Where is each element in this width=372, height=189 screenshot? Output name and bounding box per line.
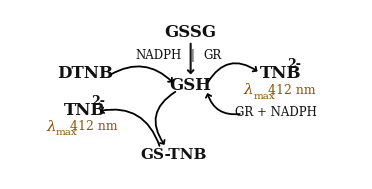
Text: 2-: 2-	[287, 58, 301, 71]
Text: max: max	[253, 92, 275, 101]
Text: DTNB: DTNB	[57, 65, 113, 82]
Text: 412 nm: 412 nm	[264, 84, 315, 97]
Text: GSSG: GSSG	[164, 24, 217, 41]
Text: TNB: TNB	[260, 65, 301, 82]
Text: 412 nm: 412 nm	[66, 120, 118, 133]
Text: TNB: TNB	[64, 102, 105, 119]
Text: 2-: 2-	[91, 95, 105, 108]
Text: GSH: GSH	[170, 77, 212, 94]
Text: |: |	[190, 49, 194, 62]
Text: GS-TNB: GS-TNB	[140, 148, 206, 162]
Text: GR + NADPH: GR + NADPH	[235, 106, 317, 119]
Text: max: max	[56, 128, 77, 137]
Text: λ: λ	[244, 83, 254, 97]
Text: λ: λ	[46, 120, 56, 134]
Text: NADPH: NADPH	[136, 49, 182, 62]
Text: GR: GR	[203, 49, 222, 62]
